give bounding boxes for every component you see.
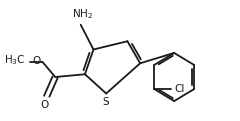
Text: O: O bbox=[32, 56, 40, 65]
Text: NH$_2$: NH$_2$ bbox=[72, 8, 93, 21]
Text: O: O bbox=[41, 100, 49, 110]
Text: S: S bbox=[103, 97, 109, 107]
Text: H$_3$C: H$_3$C bbox=[4, 54, 25, 67]
Text: Cl: Cl bbox=[174, 84, 185, 94]
